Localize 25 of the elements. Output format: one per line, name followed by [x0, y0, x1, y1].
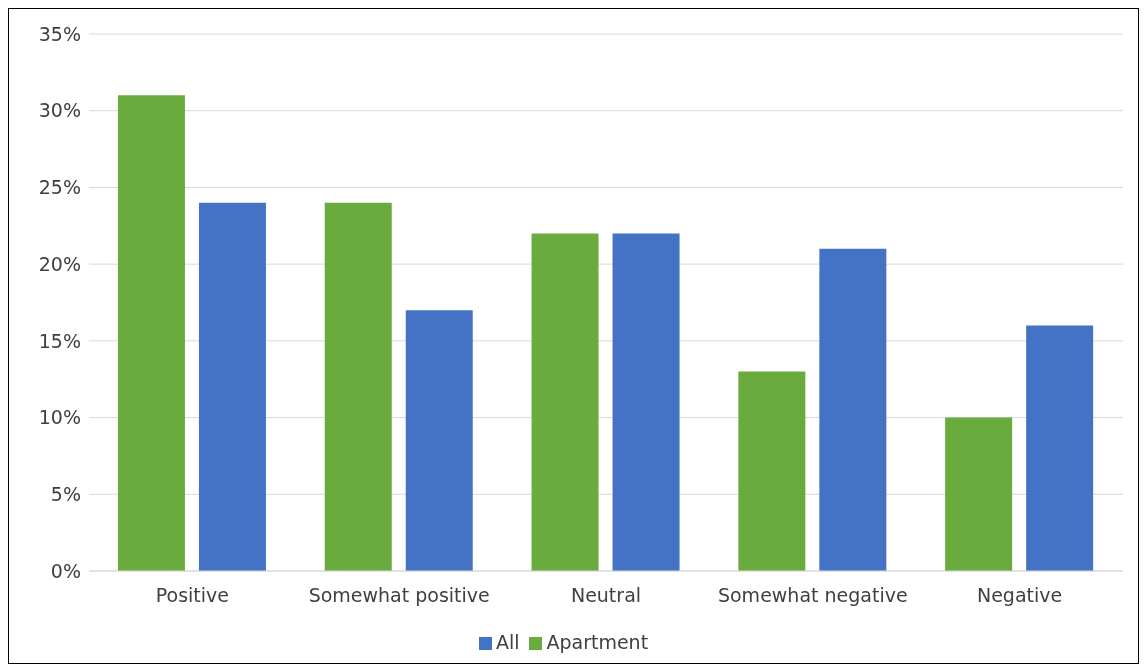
y-tick-label: 35%	[38, 22, 81, 45]
bar	[405, 310, 473, 571]
y-tick-label: 20%	[38, 252, 81, 275]
bar	[198, 202, 266, 571]
bar	[531, 233, 599, 571]
bar	[1026, 325, 1094, 571]
bar	[612, 233, 680, 571]
bar	[324, 202, 392, 571]
bar	[117, 95, 185, 571]
legend-label: All	[495, 631, 520, 653]
bar	[819, 248, 887, 571]
y-tick-label: 30%	[38, 99, 81, 122]
x-tick-label: Negative	[976, 584, 1063, 607]
bar	[738, 371, 806, 571]
legend-label: Apartment	[546, 631, 649, 653]
x-tick-label: Positive	[155, 584, 230, 607]
y-tick-label: 0%	[50, 559, 81, 582]
x-tick-label: Somewhat negative	[717, 584, 908, 607]
y-tick-label: 15%	[38, 329, 81, 352]
y-tick-label: 5%	[50, 483, 81, 506]
y-tick-label: 25%	[38, 176, 81, 199]
y-tick-label: 10%	[38, 406, 81, 429]
x-tick-label: Neutral	[570, 584, 642, 607]
x-tick-label: Somewhat positive	[308, 584, 490, 607]
bar	[945, 417, 1013, 571]
